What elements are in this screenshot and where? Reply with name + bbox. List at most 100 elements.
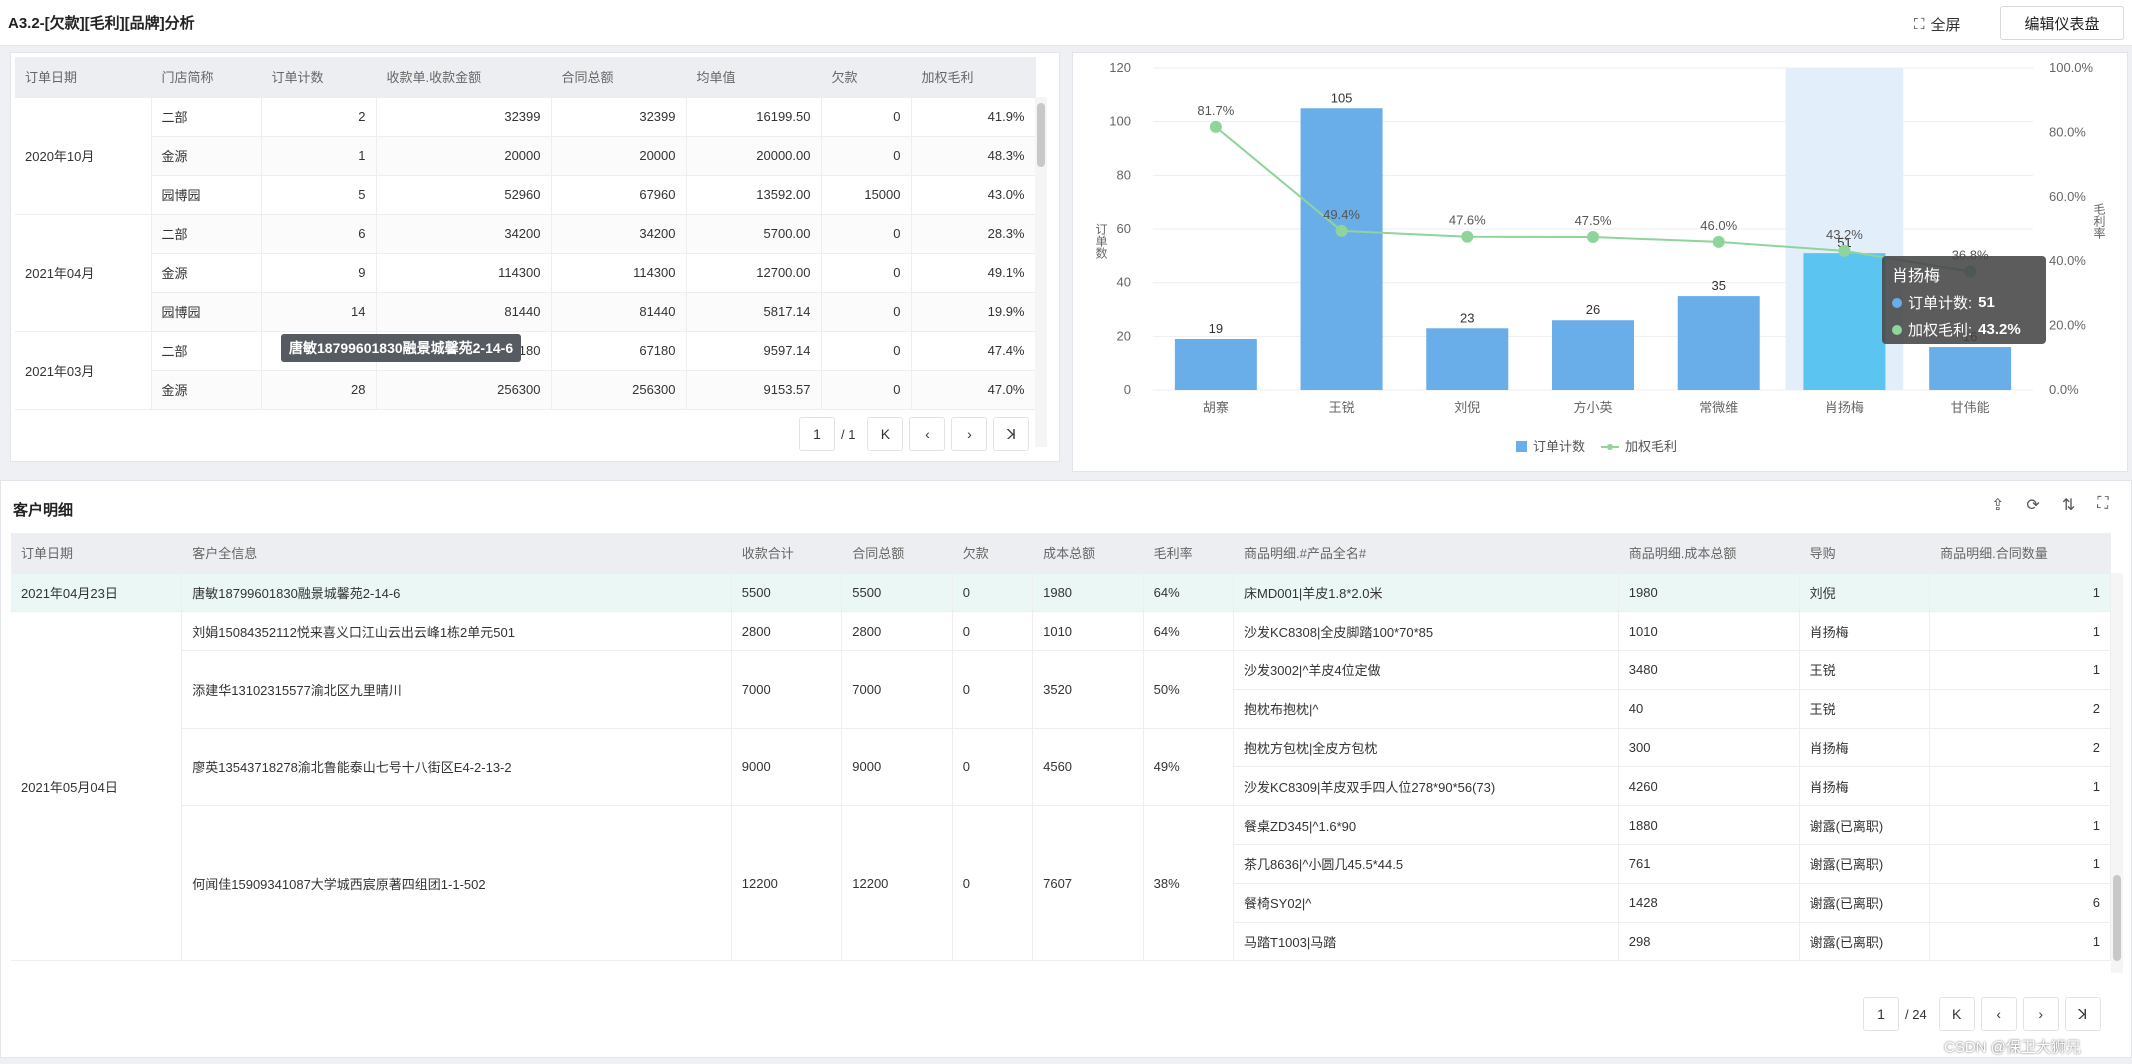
table-row[interactable]: 马踏T1003|马踏 298 谢露(已离职) 1 xyxy=(11,922,2111,962)
column-header[interactable]: 商品明细.#产品全名# xyxy=(1233,533,1619,574)
expand-icon[interactable]: ⛶ xyxy=(2097,495,2109,512)
column-header[interactable]: 商品明细.成本总额 xyxy=(1618,533,1800,574)
column-header[interactable]: 商品明细.合同数量 xyxy=(1929,533,2111,574)
prev-page-button[interactable]: ‹ xyxy=(909,417,946,451)
line-point[interactable] xyxy=(1461,230,1474,243)
line-point[interactable] xyxy=(1335,224,1348,237)
table-row[interactable]: 廖英13543718278渝北鲁能泰山七号十八街区E4-2-13-2 9000 90… xyxy=(11,728,2111,807)
y-tick-label: 80 xyxy=(1117,167,1131,182)
column-header[interactable]: 毛利率 xyxy=(1143,533,1235,574)
bar[interactable] xyxy=(1174,339,1257,390)
table-cell: 1980 xyxy=(1032,573,1144,613)
column-header[interactable]: 欠款 xyxy=(952,533,1034,574)
prev-page-button[interactable]: ‹ xyxy=(1980,997,2017,1031)
table-row[interactable]: 2021年04月 二部 6 34200 34200 5700.00 0 28.3% xyxy=(15,214,1036,332)
table-row[interactable]: 金源 9 114300 114300 12700.00 0 49.1% xyxy=(15,253,1036,293)
bar-data-label: 35 xyxy=(1711,278,1725,293)
table-cell: 1 xyxy=(1929,611,2111,652)
line-data-label: 47.6% xyxy=(1449,213,1486,228)
table-cell: 761 xyxy=(1618,844,1800,884)
column-header[interactable]: 欠款 xyxy=(821,57,912,98)
legend-bar-label[interactable]: 订单计数 xyxy=(1533,439,1585,454)
arrears-pivot-panel: 订单日期 门店简称 订单计数 收款单.收款金额 合同总额 均单值 欠款 加权毛利 2020年1… xyxy=(10,52,1060,462)
line-point[interactable] xyxy=(1209,120,1222,133)
edit-dashboard-button[interactable]: 编辑仪表盘 xyxy=(2000,6,2124,40)
next-page-button[interactable]: › xyxy=(2022,997,2059,1031)
line-point[interactable] xyxy=(1587,231,1599,244)
column-header[interactable]: 成本总额 xyxy=(1032,533,1144,574)
column-header[interactable]: 收款合计 xyxy=(731,533,843,574)
refresh-icon[interactable]: ⟳ xyxy=(2026,497,2040,514)
export-icon[interactable]: ⇪ xyxy=(1991,497,2005,514)
table-cell: 餐桌ZD345|^1.6*90 xyxy=(1233,805,1619,846)
table-row[interactable]: 2021年05月04日 刘娟15084352112悦来喜义口江山云出云峰1栋2单元… xyxy=(11,611,2111,962)
table-cell: 餐椅SY02|^ xyxy=(1233,883,1619,923)
table-row[interactable]: 园博园 5 52960 67960 13592.00 15000 43.0% xyxy=(15,175,1036,215)
table-row[interactable]: 园博园 14 81440 81440 5817.14 0 19.9% xyxy=(15,292,1036,332)
bar[interactable] xyxy=(1300,108,1383,390)
table-row[interactable]: 餐椅SY02|^ 1428 谢露(已离职) 6 xyxy=(11,883,2111,923)
scroll-thumb[interactable] xyxy=(2113,875,2121,961)
customer-pager: 1 / 24 K ‹ › ꓘ xyxy=(1863,997,2101,1031)
bar[interactable] xyxy=(1803,253,1886,390)
bar[interactable] xyxy=(1677,296,1760,390)
table-row[interactable]: 添建华13102315577渝北区九里晴川 7000 7000 0 3520 50% 沙发3… xyxy=(11,650,2111,729)
table-cell: 7000 xyxy=(841,650,953,729)
column-header[interactable]: 订单日期 xyxy=(11,533,183,574)
column-header[interactable]: 合同总额 xyxy=(841,533,953,574)
table-cell: 0 xyxy=(821,370,912,410)
table-cell: 298 xyxy=(1618,922,1800,962)
scroll-thumb[interactable] xyxy=(1037,103,1045,167)
table-cell: 4560 xyxy=(1032,728,1144,807)
column-header[interactable]: 均单值 xyxy=(686,57,822,98)
table-cell: 1 xyxy=(1929,922,2111,962)
x-tick-label: 王锐 xyxy=(1329,400,1355,415)
table-cell: 12200 xyxy=(731,805,843,962)
table-cell: 52960 xyxy=(376,175,552,215)
table-row[interactable]: 2021年04月23日 唐敏18799601830融景城馨苑2-14-6 5500 5… xyxy=(11,573,2111,613)
table-cell: 49.1% xyxy=(911,253,1036,293)
first-page-button[interactable]: K xyxy=(1938,997,1975,1031)
column-header[interactable]: 客户全信息 xyxy=(181,533,732,574)
table-cell: 114300 xyxy=(376,253,552,293)
line-data-label: 47.5% xyxy=(1575,213,1612,228)
next-page-button[interactable]: › xyxy=(951,417,988,451)
bar[interactable] xyxy=(1552,320,1634,390)
column-header[interactable]: 门店简称 xyxy=(151,57,262,98)
column-header[interactable]: 订单日期 xyxy=(15,57,152,98)
table-cell: 肖扬梅 xyxy=(1799,611,1931,652)
last-page-button[interactable]: ꓘ xyxy=(2064,997,2101,1031)
chart-tooltip: 肖扬梅 订单计数: 51 加权毛利: 43.2% xyxy=(1882,256,2046,344)
table-row[interactable]: 何闻佳15909341087大学城西宸原著四组团1-1-502 12200 1220… xyxy=(11,805,2111,962)
page-number-input[interactable]: 1 xyxy=(799,417,835,451)
line-point[interactable] xyxy=(1838,244,1851,257)
pivot-table: 订单日期 门店简称 订单计数 收款单.收款金额 合同总额 均单值 欠款 加权毛利 2020年1… xyxy=(15,57,1036,410)
table-cell: 16199.50 xyxy=(686,97,822,137)
line-point[interactable] xyxy=(1712,235,1725,248)
table-cell: 1880 xyxy=(1618,805,1800,846)
customer-scrollbar[interactable] xyxy=(2111,573,2123,973)
column-header[interactable]: 收款单.收款金额 xyxy=(376,57,552,98)
table-row[interactable]: 2020年10月 二部 2 32399 32399 16199.50 0 41.9% xyxy=(15,97,1036,215)
table-row[interactable]: 沙发KC8309|羊皮双手四人位278*90*56(73) 4260 肖扬梅 1 xyxy=(11,766,2111,807)
first-page-button[interactable]: K xyxy=(867,417,904,451)
pivot-scrollbar[interactable] xyxy=(1035,97,1047,447)
column-header[interactable]: 导购 xyxy=(1799,533,1931,574)
table-cell: 20000.00 xyxy=(686,136,822,176)
sort-icon[interactable]: ⇅ xyxy=(2061,497,2076,514)
page-number-input[interactable]: 1 xyxy=(1863,997,1899,1031)
bar[interactable] xyxy=(1426,328,1509,390)
column-header[interactable]: 加权毛利 xyxy=(911,57,1036,98)
table-row[interactable]: 抱枕布抱枕|^ 40 王锐 2 xyxy=(11,689,2111,729)
column-header[interactable]: 订单计数 xyxy=(261,57,377,98)
legend-line-label[interactable]: 加权毛利 xyxy=(1625,439,1677,454)
bar[interactable] xyxy=(1929,347,2012,390)
table-row[interactable]: 茶几8636|^小圆几45.5*44.5 761 谢露(已离职) 1 xyxy=(11,844,2111,884)
table-row[interactable]: 金源 28 256300 256300 9153.57 0 47.0% xyxy=(15,370,1036,410)
fullscreen-button[interactable]: ⛶ 全屏 xyxy=(1914,10,1961,38)
table-row[interactable]: 金源 1 20000 20000 20000.00 0 48.3% xyxy=(15,136,1036,176)
last-page-button[interactable]: ꓘ xyxy=(993,417,1030,451)
table-cell: 0 xyxy=(821,97,912,137)
column-header[interactable]: 合同总额 xyxy=(551,57,687,98)
